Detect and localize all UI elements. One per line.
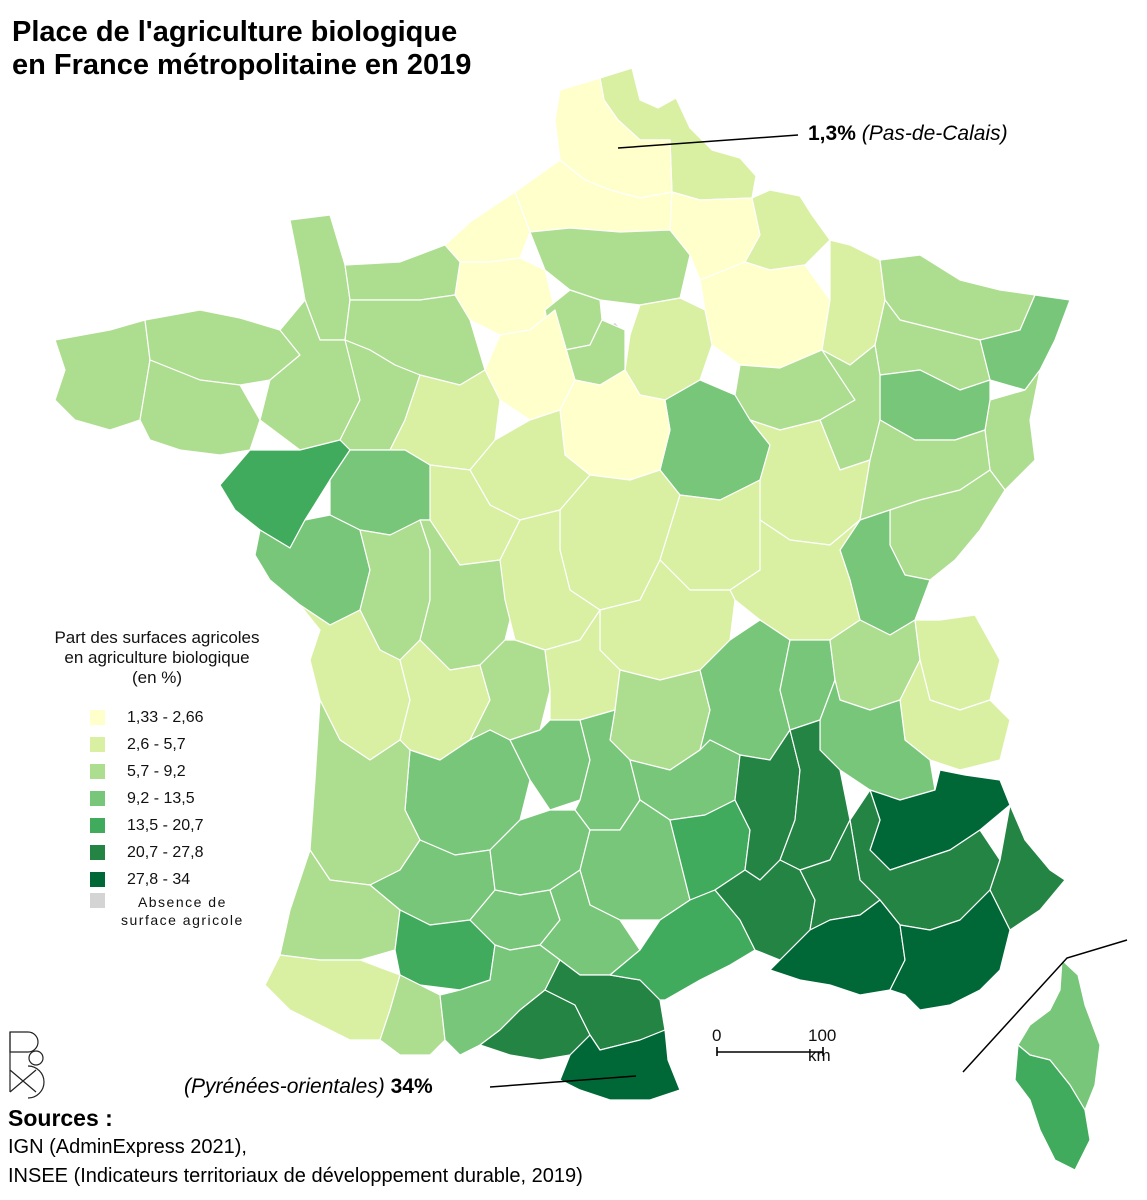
callout-pyrenees-orientales-value: 34% xyxy=(390,1075,433,1098)
scale-bar-end-label: 100 km xyxy=(808,1026,837,1065)
map-title: Place de l'agriculture biologique en Fra… xyxy=(12,16,471,82)
sources-title: Sources : xyxy=(8,1105,113,1131)
scale-bar-line xyxy=(716,1047,824,1056)
legend-no-data-line1: Absence de xyxy=(137,894,227,910)
department-corse-du-sud xyxy=(1014,1044,1091,1171)
legend-row: 27,8 - 34 xyxy=(90,866,292,893)
department-var xyxy=(889,889,1011,1011)
legend-rows: 1,33 - 2,66 2,6 - 5,7 5,7 - 9,2 9,2 - 13… xyxy=(90,704,292,933)
sources-line2: INSEE (Indicateurs territoriaux de dével… xyxy=(8,1165,583,1187)
legend-label: 2,6 - 5,7 xyxy=(127,735,186,753)
map-title-line1: Place de l'agriculture biologique xyxy=(12,16,458,48)
legend-label: 20,7 - 27,8 xyxy=(127,843,204,861)
departments-layer xyxy=(54,67,1101,1171)
publisher-logo-icon xyxy=(9,1031,45,1099)
corsica-inset-divider xyxy=(962,939,1128,1073)
department-marne xyxy=(699,261,831,369)
legend-row-no-data: Absence de surface agricole xyxy=(90,893,292,933)
map-title-line2: en France métropolitaine en 2019 xyxy=(12,49,472,81)
legend-swatch xyxy=(90,818,105,833)
department-pyrenees-orientales xyxy=(559,1029,681,1101)
department-hautes-pyrenees xyxy=(379,974,446,1056)
callout-pas-de-calais-value: 1,3% xyxy=(808,122,856,145)
sources-line1: IGN (AdminExpress 2021), xyxy=(8,1136,247,1158)
department-oise xyxy=(529,227,691,306)
callout-pas-de-calais: 1,3% (Pas-de-Calais) xyxy=(808,122,1008,146)
scale-bar: 0 100 km xyxy=(712,1026,836,1065)
legend-row: 20,7 - 27,8 xyxy=(90,839,292,866)
legend-label: 1,33 - 2,66 xyxy=(127,708,204,726)
department-calvados xyxy=(344,244,461,301)
legend-row: 13,5 - 20,7 xyxy=(90,812,292,839)
callout-pas-de-calais-name: (Pas-de-Calais) xyxy=(861,122,1008,145)
legend-swatch xyxy=(90,845,105,860)
department-morbihan xyxy=(139,359,261,456)
callout-pyrenees-orientales-name: (Pyrénées-orientales) xyxy=(184,1075,385,1098)
legend-row: 9,2 - 13,5 xyxy=(90,785,292,812)
legend-row: 5,7 - 9,2 xyxy=(90,758,292,785)
callout-pyrenees-orientales: (Pyrénées-orientales) 34% xyxy=(184,1075,433,1099)
legend-swatch xyxy=(90,737,105,752)
legend-label: 9,2 - 13,5 xyxy=(127,789,195,807)
department-finistere xyxy=(54,319,151,431)
leader-line-pas-de-calais xyxy=(617,134,799,149)
legend-title-line2: en agriculture biologique xyxy=(64,648,250,667)
department-landes xyxy=(279,849,401,961)
legend-swatch-no-data xyxy=(90,893,105,908)
legend-label-no-data: Absence de surface agricole xyxy=(121,893,244,929)
legend-swatch xyxy=(90,764,105,779)
department-seine-maritime xyxy=(444,191,531,263)
legend-label: 27,8 - 34 xyxy=(127,870,191,888)
sources: Sources : IGN (AdminExpress 2021), INSEE… xyxy=(8,1104,583,1191)
scale-bar-start-label: 0 xyxy=(712,1026,722,1045)
department-ardennes xyxy=(744,189,831,271)
legend-label: 5,7 - 9,2 xyxy=(127,762,186,780)
legend-swatch xyxy=(90,791,105,806)
legend-title-line3: (en %) xyxy=(131,668,183,687)
leader-line-pyrenees-orientales xyxy=(489,1075,637,1088)
legend-row: 1,33 - 2,66 xyxy=(90,704,292,731)
legend: Part des surfaces agricoles en agricultu… xyxy=(22,628,292,933)
department-pyrenees-atlantiques xyxy=(264,954,401,1041)
department-haut-rhin xyxy=(984,369,1041,491)
legend-no-data-line2: surface agricole xyxy=(121,912,244,928)
legend-title: Part des surfaces agricoles en agricultu… xyxy=(22,628,292,688)
legend-label: 13,5 - 20,7 xyxy=(127,816,204,834)
legend-title-line1: Part des surfaces agricoles xyxy=(54,628,260,647)
legend-swatch xyxy=(90,710,105,725)
legend-swatch xyxy=(90,872,105,887)
legend-row: 2,6 - 5,7 xyxy=(90,731,292,758)
